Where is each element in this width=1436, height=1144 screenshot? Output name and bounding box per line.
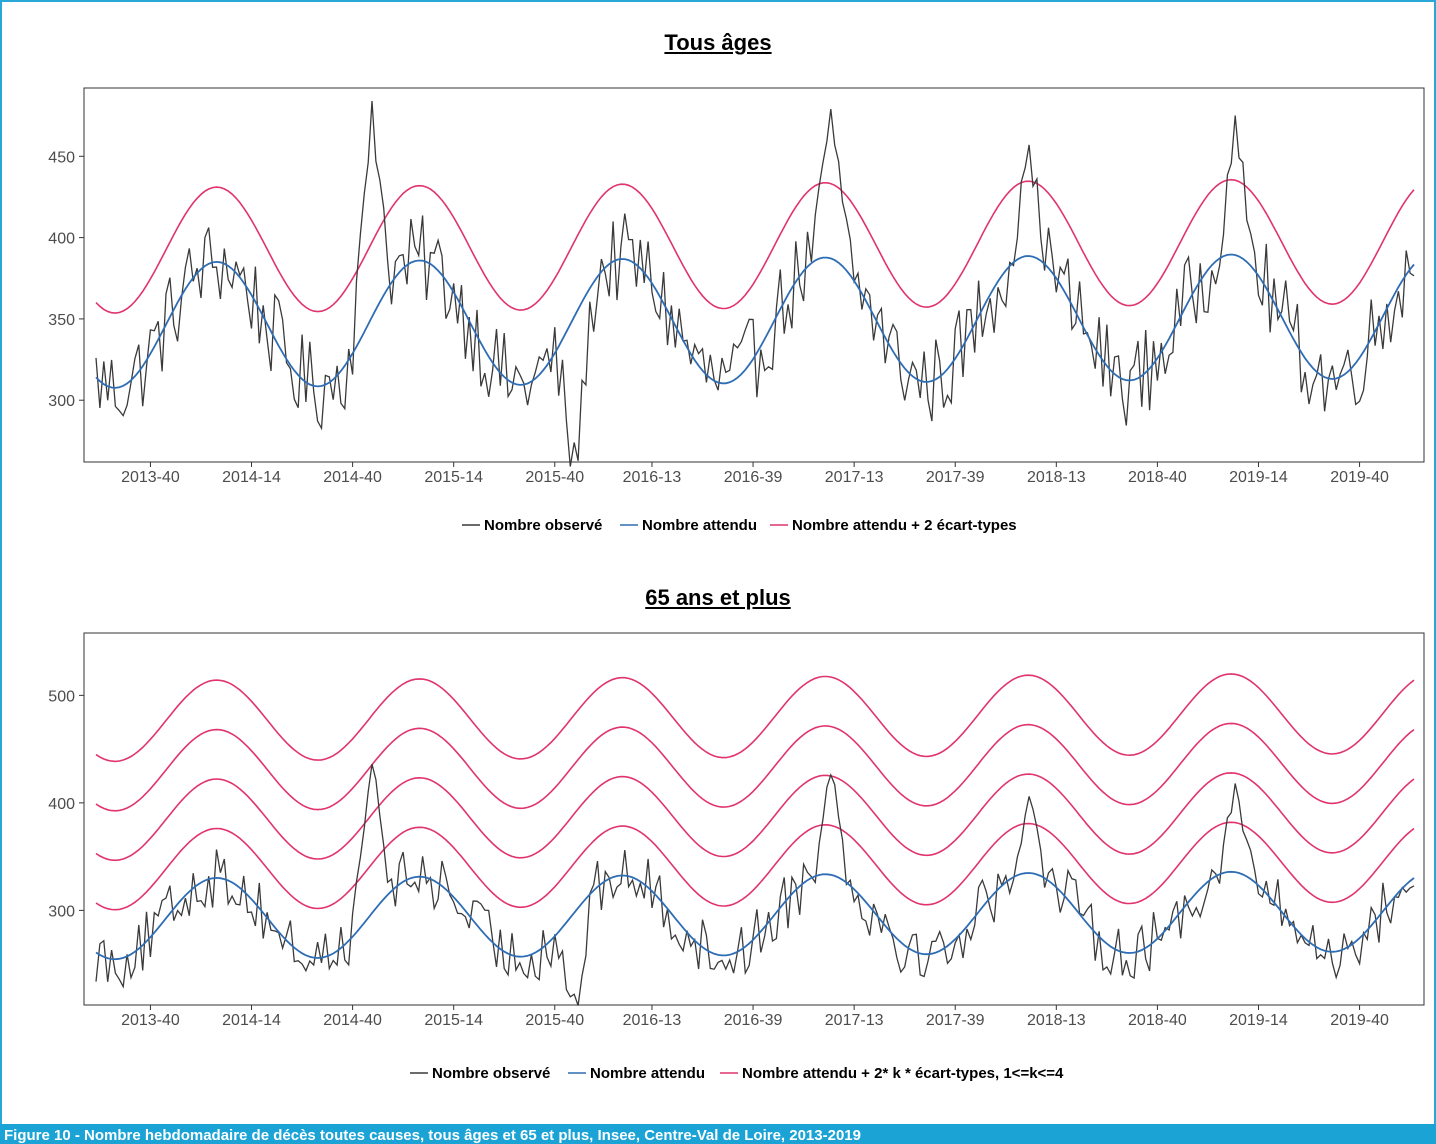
x-tick-label: 2015-40 bbox=[525, 1012, 584, 1029]
x-tick-label: 2014-14 bbox=[222, 1012, 281, 1029]
x-tick-label: 2016-39 bbox=[724, 469, 783, 486]
x-tick-label: 2015-40 bbox=[525, 469, 584, 486]
x-tick-label: 2017-13 bbox=[825, 1012, 884, 1029]
x-tick-label: 2019-40 bbox=[1330, 469, 1389, 486]
series-threshold-line bbox=[95, 772, 1415, 862]
legend-label: Nombre attendu + 2* k * écart-types, 1<=… bbox=[742, 1065, 1064, 1082]
series-threshold-line bbox=[95, 673, 1415, 763]
legend-label: Nombre attendu bbox=[642, 517, 757, 534]
series-expected-line bbox=[95, 253, 1415, 389]
x-tick-label: 2019-14 bbox=[1229, 1012, 1288, 1029]
x-tick-label: 2018-40 bbox=[1128, 1012, 1187, 1029]
x-tick-label: 2018-40 bbox=[1128, 469, 1187, 486]
x-tick-label: 2017-39 bbox=[926, 469, 985, 486]
x-tick-label: 2019-14 bbox=[1229, 469, 1288, 486]
series-threshold-line bbox=[95, 722, 1415, 812]
x-tick-label: 2016-39 bbox=[724, 1012, 783, 1029]
series-threshold-line bbox=[95, 821, 1415, 911]
chart-title-tous-ages: Tous âges bbox=[664, 30, 772, 55]
x-tick-label: 2014-14 bbox=[222, 469, 281, 486]
plot-panel bbox=[83, 632, 1425, 1006]
y-tick-label: 350 bbox=[48, 312, 75, 329]
x-tick-label: 2015-14 bbox=[424, 469, 483, 486]
y-tick-label: 300 bbox=[48, 393, 75, 410]
x-tick-label: 2017-13 bbox=[825, 469, 884, 486]
chart-65-plus: 300 400 500 2013-40 2014-14 2014-40 2015-14 201… bbox=[48, 632, 1425, 1082]
y-tick-label: 400 bbox=[48, 231, 75, 248]
x-tick-label: 2015-14 bbox=[424, 1012, 483, 1029]
x-tick-label: 2017-39 bbox=[926, 1012, 985, 1029]
y-tick-label: 500 bbox=[48, 688, 75, 705]
legend-label: Nombre attendu bbox=[590, 1065, 705, 1082]
chart-title-65-plus: 65 ans et plus bbox=[645, 585, 791, 610]
x-tick-label: 2018-13 bbox=[1027, 469, 1086, 486]
chart-tous-ages: 300 350 400 450 2013-40 2014-14 2014-40 2015-14… bbox=[48, 87, 1425, 534]
legend-label: Nombre attendu + 2 écart-types bbox=[792, 517, 1017, 534]
x-tick-label: 2019-40 bbox=[1330, 1012, 1389, 1029]
x-tick-label: 2016-13 bbox=[623, 1012, 682, 1029]
series-threshold-line bbox=[95, 178, 1415, 314]
x-tick-label: 2014-40 bbox=[323, 469, 382, 486]
plot-panel bbox=[83, 87, 1425, 463]
legend-label: Nombre observé bbox=[484, 517, 602, 534]
x-tick-label: 2018-13 bbox=[1027, 1012, 1086, 1029]
y-tick-label: 300 bbox=[48, 903, 75, 920]
x-tick-label: 2013-40 bbox=[121, 1012, 180, 1029]
y-tick-label: 400 bbox=[48, 796, 75, 813]
series-observed-line bbox=[95, 100, 1415, 467]
series-expected-line bbox=[95, 870, 1415, 961]
y-tick-label: 450 bbox=[48, 149, 75, 166]
x-tick-label: 2014-40 bbox=[323, 1012, 382, 1029]
x-tick-label: 2016-13 bbox=[623, 469, 682, 486]
x-tick-label: 2013-40 bbox=[121, 469, 180, 486]
series-observed-line bbox=[95, 764, 1415, 1006]
legend-label: Nombre observé bbox=[432, 1065, 550, 1082]
figure-caption: Figure 10 - Nombre hebdomadaire de décès… bbox=[0, 1124, 1436, 1144]
